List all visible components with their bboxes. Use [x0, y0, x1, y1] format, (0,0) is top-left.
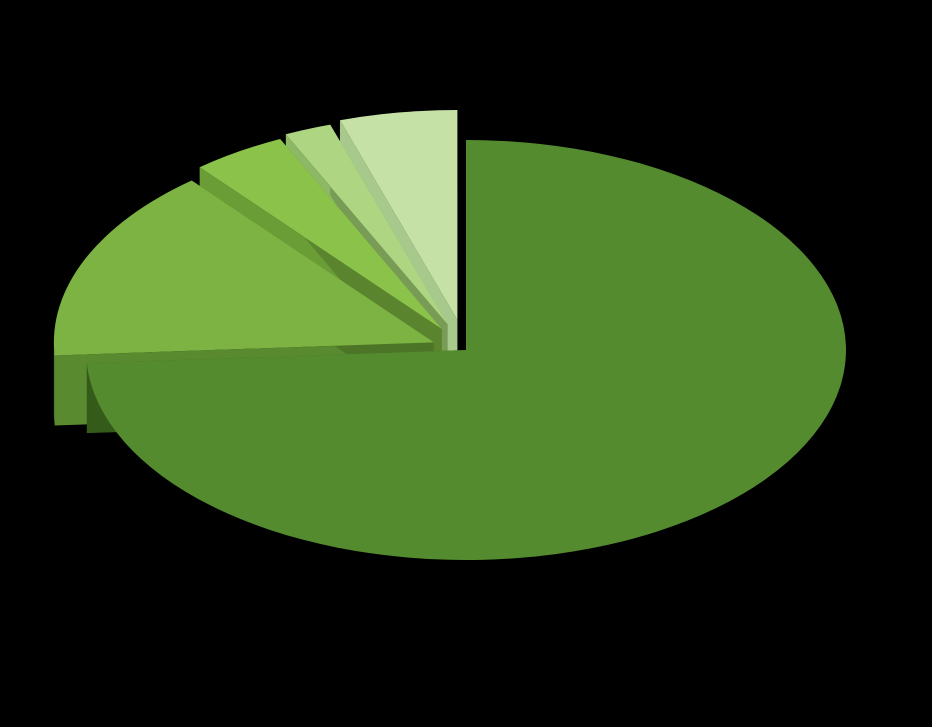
pie-chart: [0, 0, 932, 727]
pie-slice-rim: [54, 343, 55, 426]
